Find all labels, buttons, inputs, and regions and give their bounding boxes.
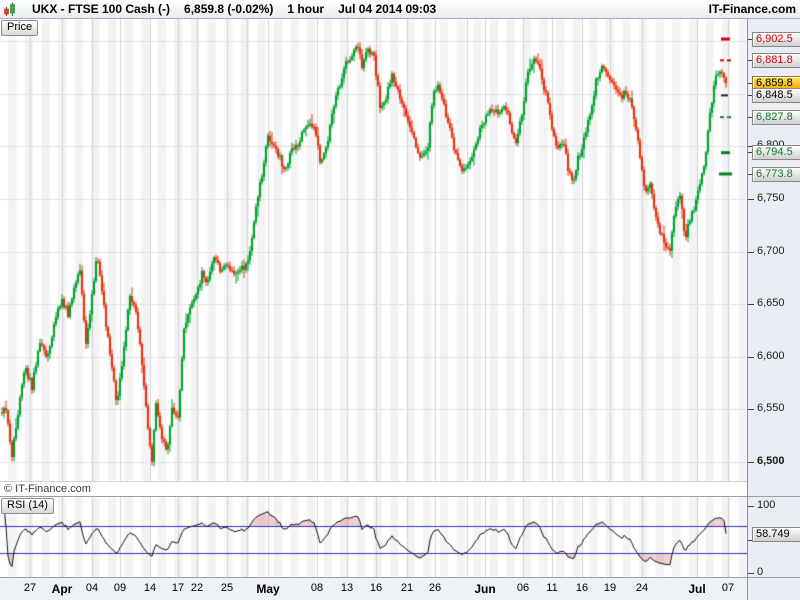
price-axis-tick — [748, 409, 754, 410]
price-tick-label: 6,550 — [757, 402, 785, 415]
rsi-tick-label: 0 — [757, 566, 764, 578]
x-axis-day-label: 16 — [575, 582, 589, 594]
price-axis-tick — [748, 573, 754, 574]
price-axis-tick — [748, 252, 754, 253]
price-tick-label: 6,500 — [757, 455, 785, 467]
x-axis-day-label: 19 — [603, 582, 617, 594]
watermark: © IT-Finance.com — [4, 483, 91, 495]
x-axis-day-label: 22 — [190, 582, 204, 594]
rsi-chart-canvas[interactable] — [0, 497, 747, 577]
x-axis-day-label: 14 — [143, 582, 157, 594]
price-axis-tick — [748, 462, 754, 463]
price-level-box: 6,902.5 — [752, 31, 800, 47]
x-axis-day-label: 24 — [635, 582, 649, 594]
candlestick-icon — [4, 2, 15, 16]
x-axis-day-label: 04 — [85, 582, 99, 594]
price-axis-tick — [748, 357, 754, 358]
x-axis-day-label: 21 — [400, 582, 414, 594]
price-axis-tick — [748, 60, 754, 61]
price-level-box: 6,827.8 — [752, 110, 800, 126]
current-price-box: 6,859.8 — [752, 76, 800, 92]
price-axis-tick — [748, 199, 754, 200]
brand-label: IT-Finance.com — [708, 2, 796, 16]
price-axis-tick — [748, 83, 754, 84]
x-axis-month-label: Jul — [688, 582, 706, 596]
price-level-box: 6,848.5 — [752, 88, 800, 104]
price-axis-tick — [748, 540, 754, 541]
tab-rsi[interactable]: RSI (14) — [1, 498, 54, 514]
date-axis[interactable]: 27 Apr 04 09 14 17 22 25 May 08 13 16 21 26 Jun 06 11 16 1… — [0, 578, 747, 600]
tab-price[interactable]: Price — [1, 20, 39, 36]
x-axis-day-label: 06 — [516, 582, 530, 594]
price-axis-tick — [748, 117, 754, 118]
x-axis-day-label: 26 — [428, 582, 442, 594]
price-tick-label: 6,650 — [757, 297, 785, 310]
rsi-tick-label: 100 — [757, 499, 776, 511]
price-axis-tick — [748, 95, 754, 96]
price-axis-tick — [748, 304, 754, 305]
rsi-current-value-box: 58.749 — [752, 526, 800, 542]
x-axis-day-label: 09 — [113, 582, 127, 594]
x-axis-month-label: May — [256, 582, 280, 596]
price-tick-label: 6,700 — [757, 244, 785, 257]
last-price: 6,859.8 (-0.02%) — [184, 2, 274, 16]
x-axis-day-label: 25 — [220, 582, 234, 594]
price-chart-canvas[interactable] — [0, 19, 747, 481]
x-axis-day-label: 17 — [171, 582, 185, 594]
price-level-box: 6,794.5 — [752, 145, 800, 161]
x-axis-day-label: 11 — [546, 582, 558, 594]
price-axis-tick — [748, 146, 754, 147]
x-axis-day-label: 27 — [23, 582, 37, 594]
price-axis-tick — [748, 39, 754, 40]
title-bar: UKX - FTSE 100 Cash (-) 6,859.8 (-0.02%)… — [0, 0, 800, 19]
x-axis-day-label: 07 — [721, 582, 735, 594]
x-axis-month-label: Apr — [51, 582, 73, 596]
symbol-title: UKX - FTSE 100 Cash (-) — [32, 2, 171, 16]
x-axis-day-label: 13 — [340, 582, 354, 594]
axis-separator — [0, 577, 800, 578]
timeframe-label[interactable]: 1 hour — [287, 2, 325, 16]
price-axis-tick — [748, 152, 754, 153]
price-axis[interactable]: 6,7506,7006,6506,6006,5506,5006,8006,902… — [747, 19, 800, 600]
price-level-box: 6,773.8 — [752, 166, 800, 182]
pane-separator — [0, 496, 800, 497]
price-axis-tick — [748, 174, 754, 175]
price-tick-label: 6,750 — [757, 192, 785, 204]
timestamp-label: Jul 04 2014 09:03 — [338, 2, 437, 16]
price-pane-bottom-rule — [0, 481, 747, 482]
x-axis-day-label: 16 — [369, 582, 383, 594]
x-axis-day-label: 08 — [310, 582, 324, 594]
x-axis-month-label: Jun — [474, 582, 496, 596]
price-tick-label: 6,600 — [757, 349, 785, 362]
price-level-box: 6,881.8 — [752, 53, 800, 69]
price-axis-tick — [748, 506, 754, 507]
